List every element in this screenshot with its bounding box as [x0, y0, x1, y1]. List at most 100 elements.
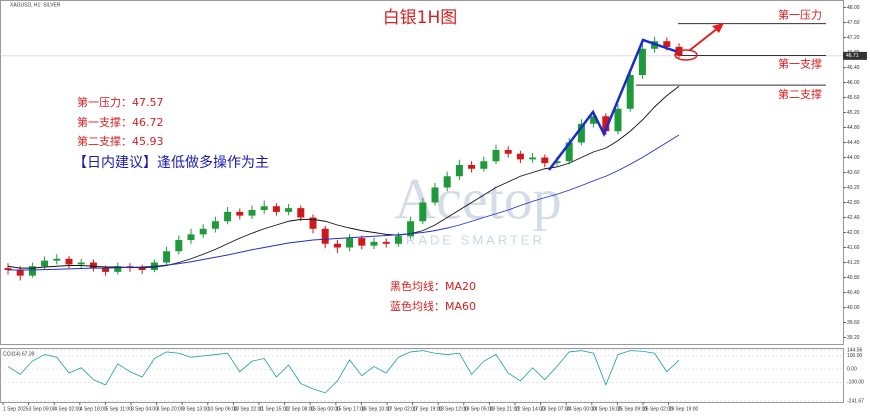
cci-tick-label: -241.67 [847, 398, 864, 404]
candle-body [504, 150, 512, 154]
watermark-sub: TRADE SMARTER [395, 232, 545, 247]
cci-label: CCI(14) 67.39 [3, 351, 35, 357]
candle-body [346, 238, 354, 248]
candle-body [163, 251, 171, 263]
candle-body [260, 206, 268, 210]
y-tick-label: 45.60 [847, 95, 860, 101]
chart-title: 白银1H图 [383, 8, 458, 28]
candle-body [175, 240, 183, 252]
level-label: 第一压力 [778, 8, 822, 22]
price-label: 46.71 [846, 53, 859, 59]
x-tick-label: 24 Sep 00:00 [566, 406, 596, 412]
candle-body [419, 202, 427, 222]
y-tick-label: 44.80 [847, 125, 860, 131]
y-tick-label: 42.80 [847, 200, 860, 206]
x-tick-label: 24 Sep 16:00 [592, 406, 622, 412]
candle-body [297, 208, 305, 218]
candle-body [321, 228, 329, 244]
candle-body [492, 150, 500, 162]
candle-body [358, 238, 366, 246]
x-tick-label: 18 Sep 12:00 [438, 406, 468, 412]
y-tick-label: 44.40 [847, 140, 860, 146]
x-tick-label: 4 Sep 02:00 [54, 406, 81, 412]
candle-body [41, 260, 49, 267]
candle-body [272, 206, 280, 212]
y-tick-label: 44.00 [847, 155, 860, 161]
x-tick-label: 10 Sep 06:00 [208, 406, 238, 412]
candle-body [614, 108, 622, 132]
x-tick-label: 8 Sep 20:00 [157, 406, 184, 412]
candle-body [565, 142, 573, 162]
ma-line [7, 85, 680, 269]
y-tick-label: 39.20 [847, 335, 860, 341]
y-tick-label: 46.40 [847, 65, 860, 71]
candle-body [602, 116, 610, 132]
x-tick-label: 3 Sep 09:00 [29, 406, 56, 412]
cci-tick-label: 0.00 [847, 366, 857, 372]
candle-body [455, 165, 463, 177]
price-box [843, 51, 867, 60]
candle-body [89, 262, 97, 269]
x-tick-label: 5 Sep 11:00 [105, 406, 132, 412]
candle-body [443, 176, 451, 188]
candle-body [333, 243, 341, 248]
candle-body [577, 123, 585, 143]
advice: 【日内建议】逢低做多操作为主 [73, 154, 269, 171]
x-tick-label: 4 Sep 18:00 [80, 406, 107, 412]
y-tick-label: 47.60 [847, 20, 860, 26]
x-tick-label: 1 Sep 2025 [3, 406, 29, 412]
trend-line [548, 38, 679, 171]
candle-body [224, 211, 232, 222]
annotations [548, 23, 724, 171]
note: 第一压力：47.57 [77, 95, 164, 109]
candle-body [480, 161, 488, 169]
level-label: 第一支撑 [778, 57, 822, 71]
candle-body [431, 187, 439, 203]
candle-body [553, 161, 561, 164]
candle-body [28, 266, 36, 276]
level-label: 第二支撑 [778, 87, 822, 101]
candle-body [16, 270, 24, 276]
x-tick-label: 17 Sep 02:00 [387, 406, 417, 412]
candle-body [382, 241, 390, 244]
y-tick-label: 47.20 [847, 35, 860, 41]
x-tick-label: 15 Sep 00:00 [310, 406, 340, 412]
ma-line [8, 134, 680, 271]
candle-body [590, 116, 598, 124]
x-tick-label: 25 Sep 09:00 [617, 406, 647, 412]
cci-panel [0, 348, 844, 403]
cci-tick-label: 100.00 [847, 353, 863, 359]
x-tick-label: 9 Sep 13:00 [182, 406, 209, 412]
candle-body [65, 258, 73, 265]
x-tick-label: 19 Sep 05:00 [464, 406, 494, 412]
candle-body [138, 268, 146, 270]
highlight [674, 49, 698, 61]
cci-line [7, 350, 680, 394]
cci-tick-label: 144.56 [847, 347, 863, 353]
y-tick-label: 41.20 [847, 260, 860, 266]
y-tick-label: 43.20 [847, 185, 860, 191]
y-tick-label: 45.20 [847, 110, 860, 116]
symbol-label: XAGUSD, H1: SILVER [10, 2, 61, 8]
candle-body [370, 241, 378, 246]
x-tick-label: 12 Sep 08:00 [285, 406, 315, 412]
y-tick-label: 43.60 [847, 170, 860, 176]
x-tick-label: 26 Sep 02:00 [643, 406, 673, 412]
x-tick-label: 19 Sep 21:00 [489, 406, 519, 412]
x-tick-label: 23 Sep 07:00 [541, 406, 571, 412]
candle-body [309, 217, 317, 229]
x-tick-label: 8 Sep 04:00 [131, 406, 158, 412]
candle-body [248, 210, 256, 216]
candle-body [102, 268, 110, 272]
x-tick-label: 15 Sep 17:00 [336, 406, 366, 412]
marks: 48.0047.6047.2046.8046.4046.0045.6045.20… [0, 5, 867, 412]
candle-body [394, 236, 402, 244]
x-tick-label: 22 Sep 14:00 [515, 406, 545, 412]
y-tick-label: 40.80 [847, 275, 860, 281]
y-tick-label: 42.00 [847, 230, 860, 236]
y-tick-label: 40.00 [847, 305, 860, 311]
candle-body [468, 165, 476, 169]
candle-body [285, 208, 293, 212]
y-tick-label: 40.40 [847, 290, 860, 296]
